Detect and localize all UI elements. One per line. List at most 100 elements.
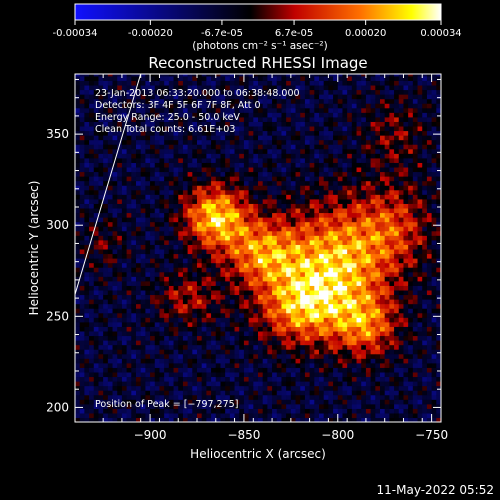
heatmap-cell: [75, 189, 81, 195]
heatmap-cell: [314, 230, 320, 236]
heatmap-cell: [182, 248, 189, 255]
heatmap-cell: [304, 116, 311, 122]
heatmap-cell: [342, 194, 348, 200]
heatmap-cell: [84, 330, 90, 337]
heatmap-cell: [276, 412, 283, 419]
heatmap-cell: [173, 276, 179, 282]
heatmap-cell: [93, 267, 100, 273]
heatmap-cell: [328, 212, 334, 218]
heatmap-cell: [290, 362, 297, 368]
heatmap-cell: [262, 189, 268, 195]
heatmap-cell: [281, 221, 287, 227]
heatmap-cell: [229, 381, 236, 387]
heatmap-cell: [253, 326, 259, 332]
heatmap-cell: [178, 381, 184, 387]
heatmap-cell: [276, 326, 283, 332]
heatmap-cell: [211, 280, 217, 286]
heatmap-cell: [136, 84, 142, 91]
heatmap-cell: [258, 248, 264, 255]
heatmap-cell: [107, 239, 114, 245]
heatmap-cell: [136, 385, 142, 391]
heatmap-cell: [140, 189, 146, 195]
heatmap-cell: [281, 162, 287, 168]
heatmap-cell: [75, 217, 81, 223]
heatmap-cell: [145, 244, 151, 250]
heatmap-cell: [84, 349, 90, 355]
heatmap-cell: [107, 112, 114, 118]
heatmap-cell: [243, 276, 250, 282]
colorbar-unit-label: (photons cm⁻² s⁻¹ asec⁻²): [192, 40, 327, 52]
heatmap-cell: [197, 330, 203, 337]
heatmap-cell: [300, 80, 306, 86]
heatmap-cell: [351, 280, 358, 286]
heatmap-cell: [309, 271, 315, 277]
heatmap-cell: [225, 189, 231, 195]
heatmap-cell: [140, 326, 146, 332]
heatmap-cell: [159, 171, 165, 177]
heatmap-cell: [215, 80, 222, 86]
heatmap-cell: [239, 239, 245, 245]
heatmap-cell: [154, 335, 161, 341]
heatmap-cell: [337, 303, 344, 309]
heatmap-cell: [304, 198, 311, 204]
heatmap-cell: [309, 376, 315, 382]
heatmap-cell: [75, 221, 81, 227]
heatmap-cell: [361, 116, 367, 122]
heatmap-cell: [75, 176, 81, 182]
heatmap-cell: [323, 176, 329, 182]
heatmap-cell: [145, 189, 151, 195]
heatmap-cell: [182, 371, 189, 378]
heatmap-cell: [309, 235, 315, 241]
heatmap-cell: [89, 130, 95, 136]
heatmap-cell: [365, 262, 372, 268]
heatmap-cell: [211, 75, 217, 81]
heatmap-cell: [121, 84, 128, 91]
heatmap-cell: [319, 74, 325, 77]
heatmap-cell: [253, 294, 259, 300]
heatmap-cell: [126, 80, 132, 86]
heatmap-cell: [75, 148, 81, 154]
heatmap-cell: [347, 157, 353, 163]
heatmap-cell: [323, 294, 329, 300]
heatmap-cell: [333, 116, 339, 122]
heatmap-cell: [267, 185, 273, 191]
heatmap-cell: [206, 294, 212, 300]
heatmap-cell: [131, 162, 137, 168]
heatmap-cell: [154, 162, 161, 168]
heatmap-cell: [159, 75, 165, 81]
heatmap-cell: [126, 75, 132, 81]
heatmap-cell: [178, 294, 184, 300]
heatmap-cell: [342, 180, 348, 186]
heatmap-cell: [328, 121, 334, 127]
heatmap-cell: [103, 112, 109, 118]
heatmap-cell: [239, 189, 245, 195]
heatmap-cell: [79, 349, 85, 355]
heatmap-cell: [365, 144, 372, 150]
heatmap-cell: [281, 385, 287, 391]
heatmap-cell: [365, 121, 372, 127]
heatmap-cell: [365, 408, 372, 414]
heatmap-cell: [211, 84, 217, 91]
heatmap-cell: [187, 349, 193, 355]
heatmap-cell: [328, 267, 334, 273]
heatmap-cell: [211, 258, 217, 264]
heatmap-cell: [117, 180, 123, 186]
heatmap-cell: [323, 326, 329, 332]
heatmap-cell: [84, 98, 90, 104]
heatmap-cell: [168, 89, 175, 95]
heatmap-cell: [211, 394, 217, 400]
heatmap-cell: [258, 358, 264, 364]
heatmap-cell: [309, 403, 315, 409]
heatmap-cell: [159, 358, 165, 364]
heatmap-cell: [328, 308, 334, 314]
heatmap-cell: [337, 125, 344, 132]
heatmap-cell: [258, 244, 264, 250]
heatmap-cell: [347, 116, 353, 122]
heatmap-cell: [75, 103, 81, 109]
heatmap-cell: [365, 358, 372, 364]
heatmap-cell: [126, 349, 132, 355]
heatmap-cell: [197, 308, 203, 314]
heatmap-cell: [225, 157, 231, 163]
heatmap-cell: [248, 230, 254, 236]
heatmap-cell: [309, 148, 315, 154]
